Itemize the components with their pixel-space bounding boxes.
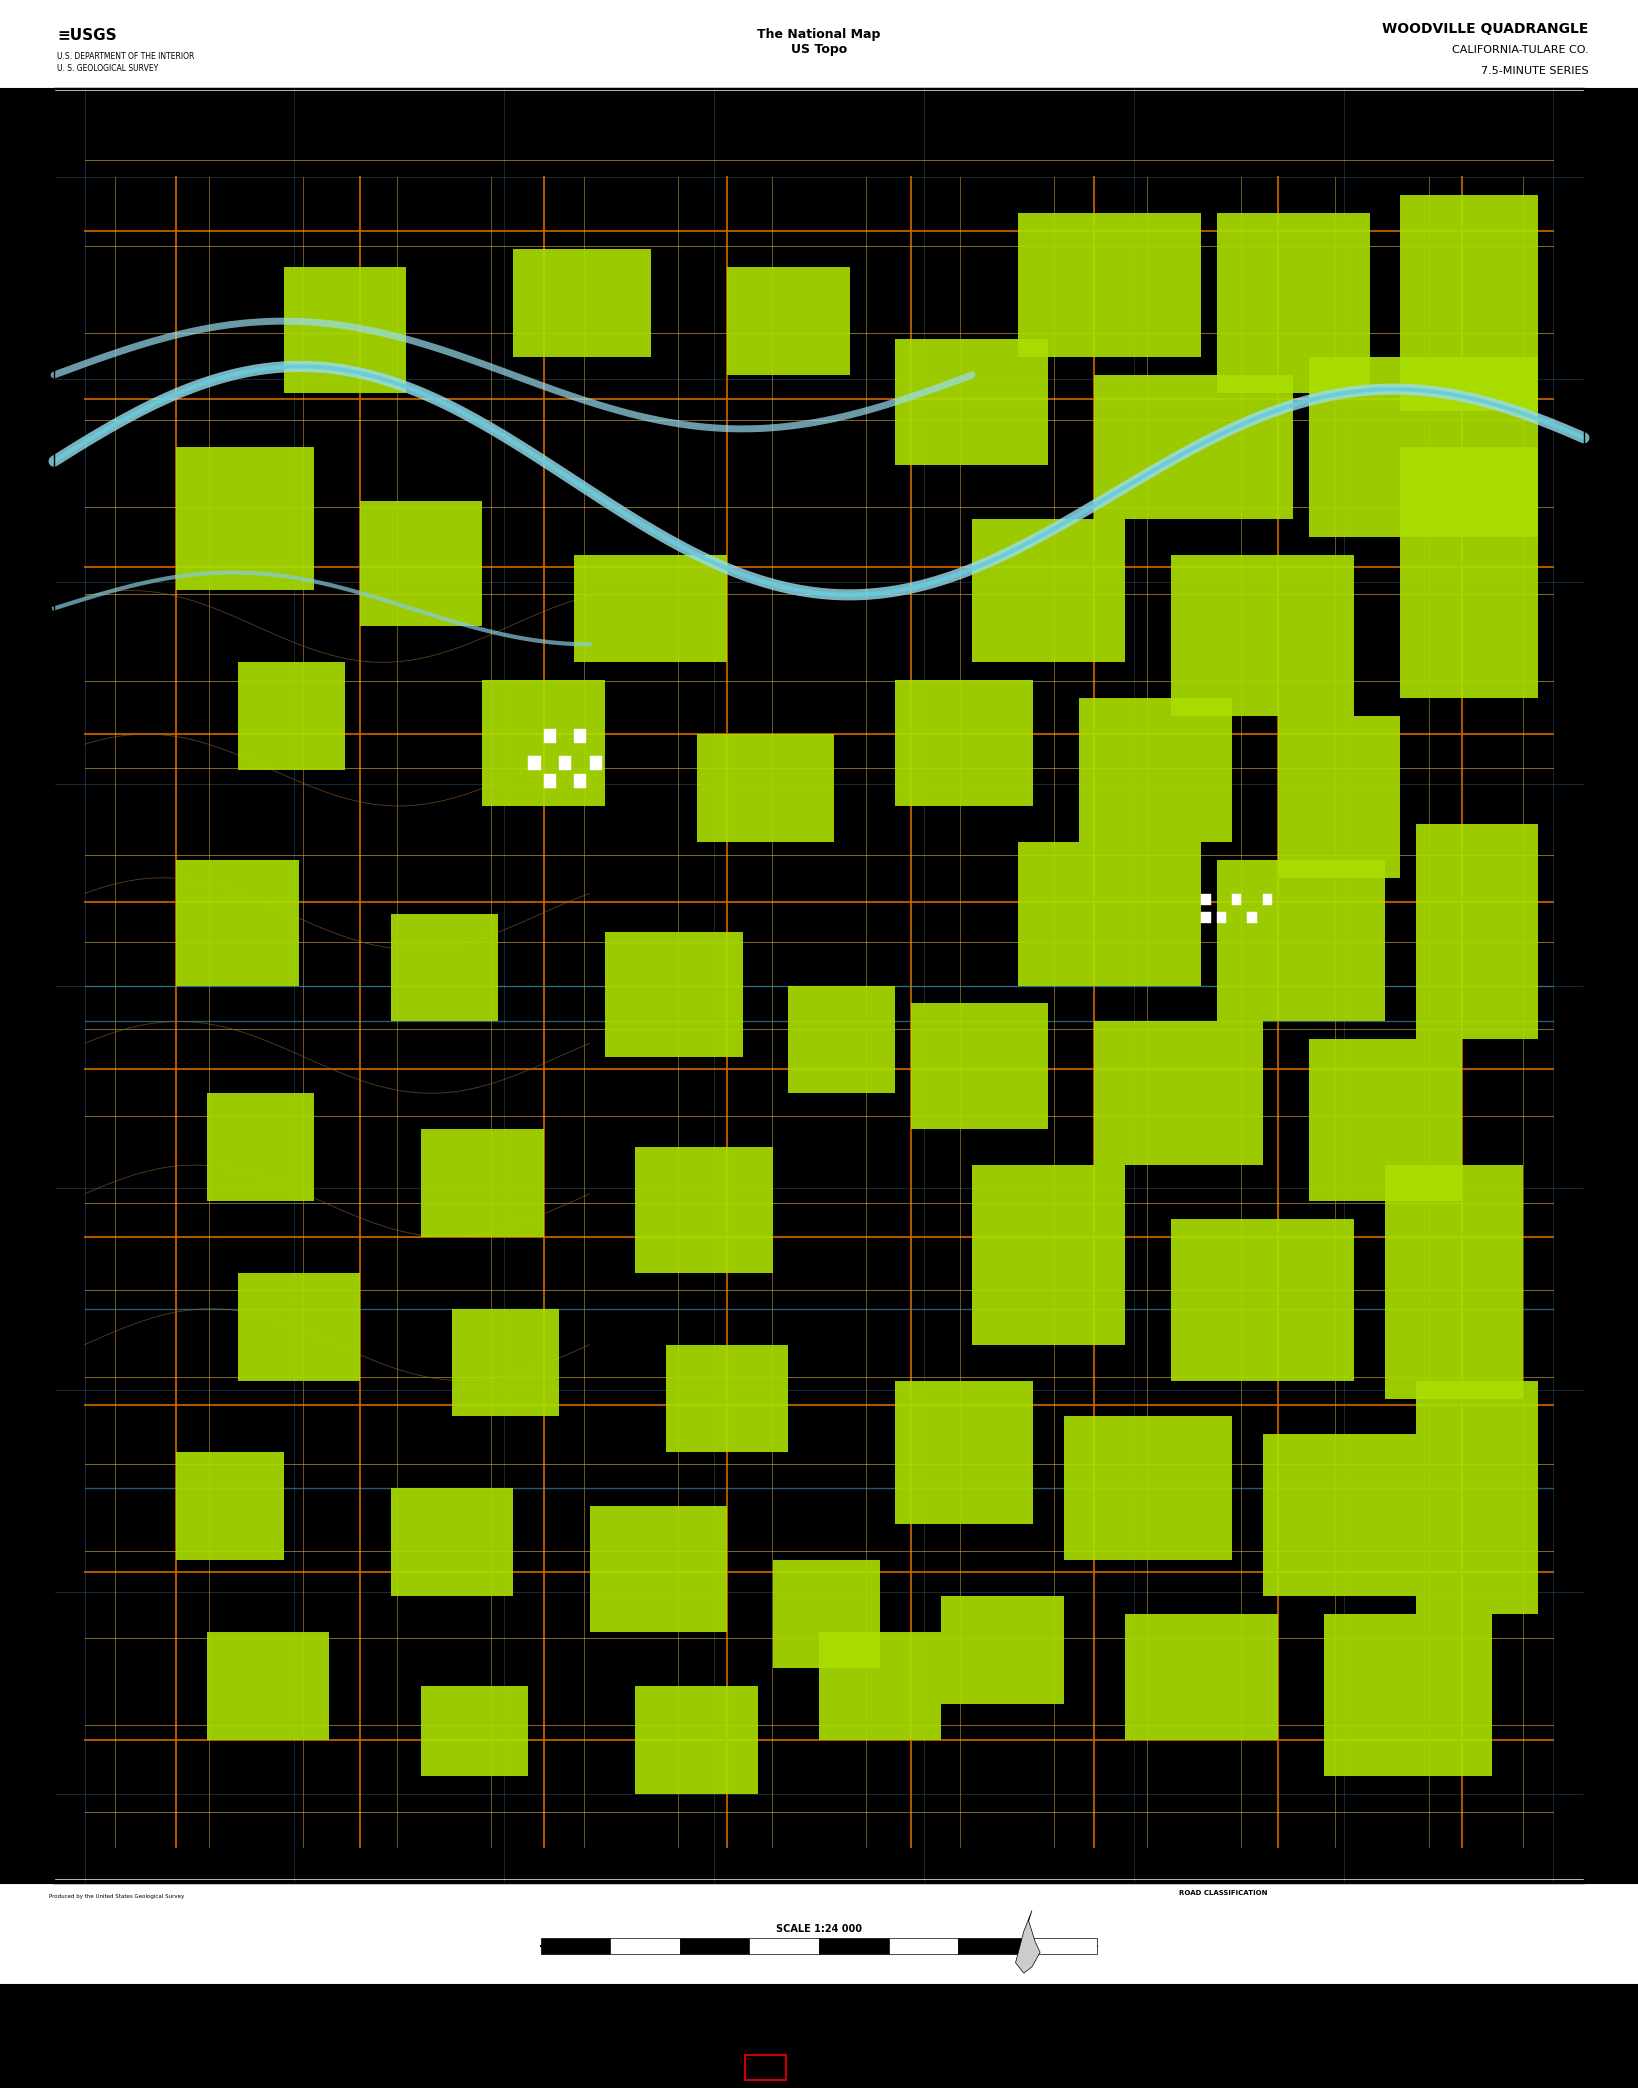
Bar [1217,213,1369,393]
Bar [1079,697,1232,841]
Bar [1201,912,1210,923]
Text: 7.5-MINUTE SERIES: 7.5-MINUTE SERIES [1481,67,1589,75]
Bar [544,775,555,787]
Bar [1029,1938,1097,1954]
Bar [1201,894,1210,904]
Bar [636,1685,758,1794]
Bar [667,1345,788,1453]
Bar [1017,213,1201,357]
Bar [1324,1614,1492,1775]
Bar [1094,1021,1263,1165]
Bar [750,1938,819,1954]
Bar [942,1595,1063,1704]
Bar [1263,1434,1415,1595]
Text: ≡USGS: ≡USGS [57,27,116,44]
Bar [1415,1380,1538,1614]
Bar [177,1453,283,1560]
Text: 2'30": 2'30" [1587,983,1602,988]
Bar [513,248,650,357]
Bar [1309,357,1538,537]
Bar [483,681,604,806]
Bar [590,1505,727,1633]
Bar [206,1094,314,1201]
Bar [1094,376,1294,518]
Bar [696,735,834,841]
Bar [54,90,1584,1879]
Bar [575,775,586,787]
Bar [1263,894,1271,904]
Bar [177,860,298,986]
Bar [1400,196,1538,411]
Bar [0,88,1638,1883]
Text: U.S. DEPARTMENT OF THE INTERIOR
U. S. GEOLOGICAL SURVEY: U.S. DEPARTMENT OF THE INTERIOR U. S. GE… [57,52,195,73]
Bar [1017,841,1201,986]
Bar [1217,912,1225,923]
Bar [604,931,742,1057]
Bar [238,662,344,770]
Bar [1171,555,1355,716]
Text: CALIFORNIA-TULARE CO.: CALIFORNIA-TULARE CO. [1453,46,1589,54]
Bar [1309,1040,1461,1201]
Bar [896,338,1048,466]
Bar [206,1633,329,1739]
Bar [544,729,555,743]
Bar [888,1938,958,1954]
Bar [1415,825,1538,1040]
Bar [0,1883,1638,1984]
Bar [1171,1219,1355,1380]
Bar [1063,1416,1232,1560]
Bar [390,915,498,1021]
Text: Produced by the United States Geological Survey: Produced by the United States Geological… [49,1894,185,1898]
Bar [575,555,727,662]
Bar [0,1984,1638,2088]
Bar [958,1938,1027,1954]
Text: SCALE 1:24 000: SCALE 1:24 000 [776,1925,862,1933]
Bar [819,1938,888,1954]
Bar [529,756,541,770]
Bar [1217,860,1386,1021]
Bar [896,681,1034,806]
Bar [971,1165,1125,1345]
Bar [609,1938,680,1954]
Bar [238,1274,360,1380]
Bar [452,1309,559,1416]
Bar [360,501,483,626]
Bar [773,1560,880,1668]
Bar [421,1685,529,1775]
Bar [819,1633,942,1739]
Bar [0,0,1638,88]
Bar [745,2055,786,2080]
Text: 36°15': 36°15' [1587,175,1605,180]
Bar [177,447,314,591]
Text: WOODVILLE QUADRANGLE: WOODVILLE QUADRANGLE [1382,23,1589,35]
Text: 36°07'30": 36°07'30" [1587,1792,1615,1796]
Bar [559,756,572,770]
Bar [541,1938,611,1954]
Bar [896,1380,1034,1524]
Bar [911,1004,1048,1130]
Bar [421,1130,544,1236]
Bar [788,986,896,1094]
Bar [1278,716,1400,877]
Bar [590,756,601,770]
Bar [1232,894,1242,904]
Bar [575,729,586,743]
Bar [390,1489,513,1595]
Bar [727,267,850,376]
Bar [1248,912,1256,923]
Text: ROAD CLASSIFICATION: ROAD CLASSIFICATION [1179,1890,1268,1896]
Bar [1400,447,1538,697]
Bar [636,1146,773,1274]
Bar [971,518,1125,662]
Bar [283,267,406,393]
Polygon shape [1016,1911,1040,1973]
Bar [1386,1165,1523,1399]
Text: The National Map
US Topo: The National Map US Topo [757,27,881,56]
Bar [680,1938,750,1954]
Bar [1125,1614,1278,1739]
